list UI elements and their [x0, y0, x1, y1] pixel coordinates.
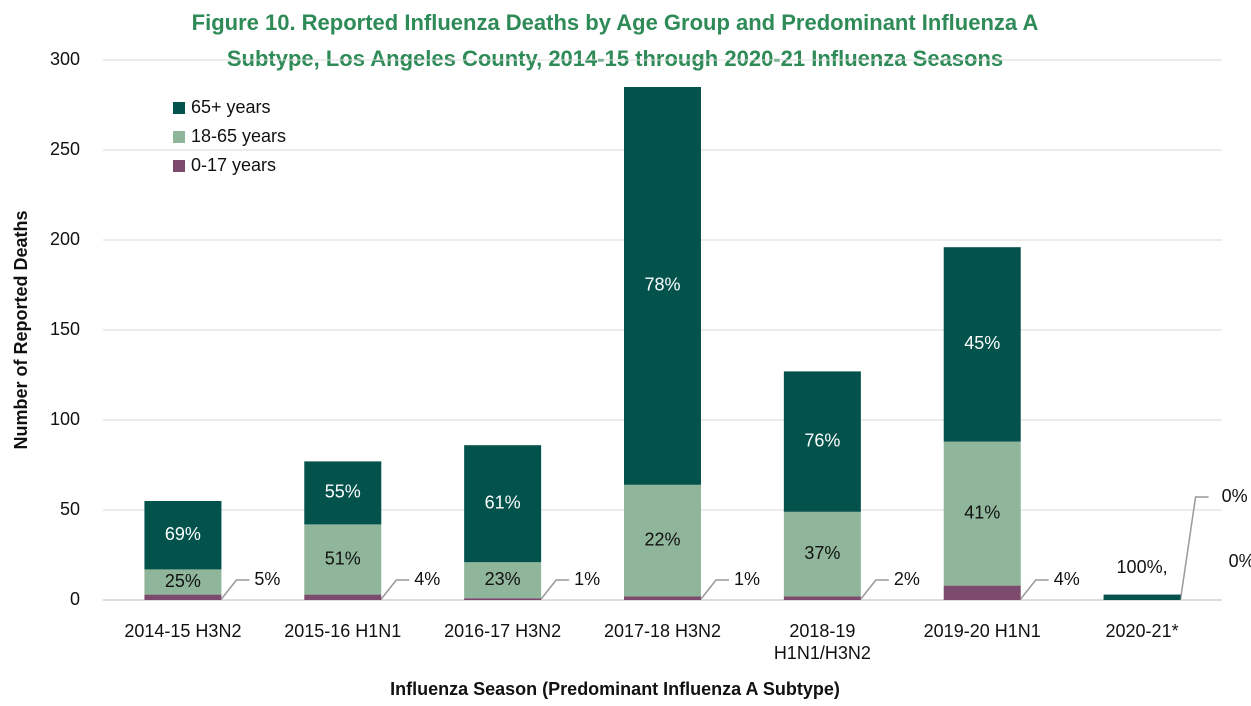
data-label: 1% [574, 569, 600, 589]
bar-segment [304, 524, 382, 595]
x-tick-label: 2019-20 H1N1 [923, 621, 1041, 641]
y-axis-title: Number of Reported Deaths [11, 210, 31, 449]
data-label: 2% [894, 569, 920, 589]
data-label: 0% [1229, 551, 1251, 571]
bar-segment [624, 484, 701, 597]
data-label: 78% [644, 275, 680, 295]
data-label: 76% [804, 430, 840, 450]
leader-line [1179, 496, 1209, 600]
bar-segment [783, 371, 861, 512]
data-label: 100%, [1117, 557, 1168, 577]
data-label: 5% [254, 569, 280, 589]
bar-segment [1103, 594, 1181, 600]
legend-label: 65+ years [191, 97, 271, 117]
x-tick-label: 2020-21* [1105, 621, 1179, 641]
y-tick-label: 100 [50, 409, 80, 429]
data-label: 25% [165, 571, 201, 591]
bar-segment [304, 461, 382, 525]
bar-segment [144, 569, 222, 595]
bar-segment [144, 594, 222, 600]
y-tick-label: 300 [50, 49, 80, 69]
legend-swatch [173, 102, 185, 114]
legend-swatch [173, 131, 185, 143]
bar-segment [144, 501, 222, 570]
data-label: 23% [485, 569, 521, 589]
chart-title: Figure 10. Reported Influenza Deaths by … [192, 10, 1039, 35]
leader-line [1020, 579, 1049, 600]
chart-title: Subtype, Los Angeles County, 2014-15 thr… [227, 46, 1003, 71]
leader-line [700, 579, 729, 600]
leader-line [860, 579, 889, 600]
x-tick-label: 2017-18 H3N2 [603, 621, 722, 641]
y-tick-label: 50 [60, 499, 80, 519]
leader-line [380, 579, 410, 600]
bar-segment [783, 596, 861, 600]
data-label: 55% [325, 482, 361, 502]
y-tick-label: 200 [50, 229, 80, 249]
leader-line [540, 579, 570, 600]
x-tick-label: 2016-17 H3N2 [444, 621, 562, 641]
bar-segment [624, 87, 701, 485]
data-label: 51% [325, 548, 361, 568]
bar-segment [943, 585, 1021, 600]
bar-segment [943, 441, 1021, 586]
x-tick-label: 2015-16 H1N1 [284, 621, 402, 641]
data-label: 22% [644, 529, 680, 549]
x-tick-label: 2018-19 H1N1/H3N2 [773, 621, 871, 663]
legend-label: 0-17 years [191, 155, 276, 175]
bar-segment [464, 598, 542, 600]
x-tick-label: 2014-15 H3N2 [124, 621, 242, 641]
bar-segment [464, 562, 542, 599]
bar-segment [464, 445, 542, 563]
data-label: 37% [804, 543, 840, 563]
bar-segment [624, 596, 701, 600]
data-label: 45% [964, 333, 1000, 353]
bar-segment [304, 594, 382, 600]
legend-label: 18-65 years [191, 126, 286, 146]
leader-line [220, 579, 250, 600]
y-tick-label: 0 [70, 589, 80, 609]
data-label: 4% [414, 569, 440, 589]
data-label: 41% [964, 502, 1000, 522]
y-tick-label: 150 [50, 319, 80, 339]
data-label: 4% [1054, 569, 1080, 589]
data-label: 61% [485, 492, 521, 512]
y-tick-label: 250 [50, 139, 80, 159]
bar-segment [943, 247, 1021, 442]
data-label: 69% [165, 524, 201, 544]
data-label: 1% [734, 569, 760, 589]
data-label: 0% [1222, 486, 1248, 506]
bar-segment [783, 511, 861, 597]
legend-swatch [173, 160, 185, 172]
x-axis-title: Influenza Season (Predominant Influenza … [390, 679, 840, 699]
